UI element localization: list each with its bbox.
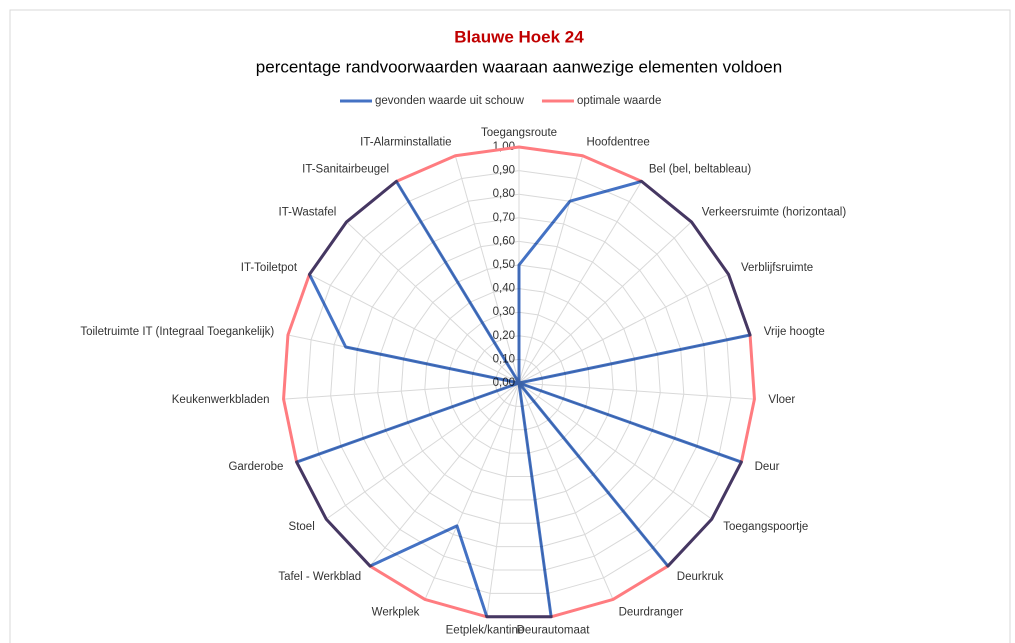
category-label: Deurautomaat [517,625,591,637]
category-label: IT-Sanitairbeugel [302,163,389,175]
grid-ring [353,217,685,548]
grid-ring [494,358,544,407]
spoke [346,221,520,384]
spoke [283,382,520,400]
category-label: Hoofdentree [586,136,649,148]
legend-label: gevonden waarde uit schouw [375,95,525,107]
category-label: Werkplek [372,606,420,618]
grid-ring [447,311,591,454]
spoke [325,382,520,520]
y-tick-label: 0,30 [493,306,515,318]
category-label: Toegangspoortje [723,521,808,533]
category-label: Deur [755,461,780,473]
spoke [518,273,729,384]
grid-ring [377,240,661,524]
spoke [518,181,643,384]
category-label: Bel (bel, beltableau) [649,163,751,175]
spoke [518,382,755,400]
category-label: IT-Alarminstallatie [360,136,451,148]
spoke [518,382,614,600]
category-label: Vrije hoogte [764,326,825,338]
spoke [424,382,520,600]
category-label: Garderobe [228,461,283,473]
grid-ring [400,264,638,501]
chart-title: Blauwe Hoek 24 [454,27,584,46]
spoke [454,155,520,384]
category-label: Toegangsroute [481,127,557,139]
y-tick-label: 0,50 [493,259,515,271]
spoke [518,155,584,384]
category-label: Deurkruk [677,571,724,583]
legend-label: optimale waarde [577,95,661,107]
y-tick-label: 0,90 [493,165,515,177]
spoke [486,382,520,617]
y-tick-label: 0,70 [493,212,515,224]
y-tick-label: 0,60 [493,235,515,247]
grid-ring [330,193,708,571]
category-label: Eetplek/kantine [446,625,525,637]
category-label: Stoel [289,521,315,533]
series-line [295,179,752,619]
spoke [369,382,520,567]
spoke [309,273,520,384]
spoke [518,382,713,520]
grid-ring [471,335,567,431]
category-label: IT-Wastafel [279,206,337,218]
category-label: Keukenwerkbladen [172,394,270,406]
category-label: Deurdranger [619,606,684,618]
spoke [518,221,692,384]
category-label: Verkeersruimte (horizontaal) [702,206,847,218]
category-label: Verblijfsruimte [741,262,813,274]
category-label: Tafel - Werkblad [278,571,361,583]
y-tick-label: 0,20 [493,330,515,342]
y-tick-label: 0,80 [493,188,515,200]
category-label: Vloer [768,394,795,406]
grid-ring [306,170,732,594]
y-tick-label: 0,40 [493,283,515,295]
category-label: Toiletruimte IT (Integraal Toegankelijk) [80,326,274,338]
chart-frame [9,9,1011,643]
chart-subtitle: percentage randvoorwaarden waaraan aanwe… [256,57,782,76]
grid-ring [424,288,614,478]
category-label: IT-Toiletpot [241,262,298,274]
